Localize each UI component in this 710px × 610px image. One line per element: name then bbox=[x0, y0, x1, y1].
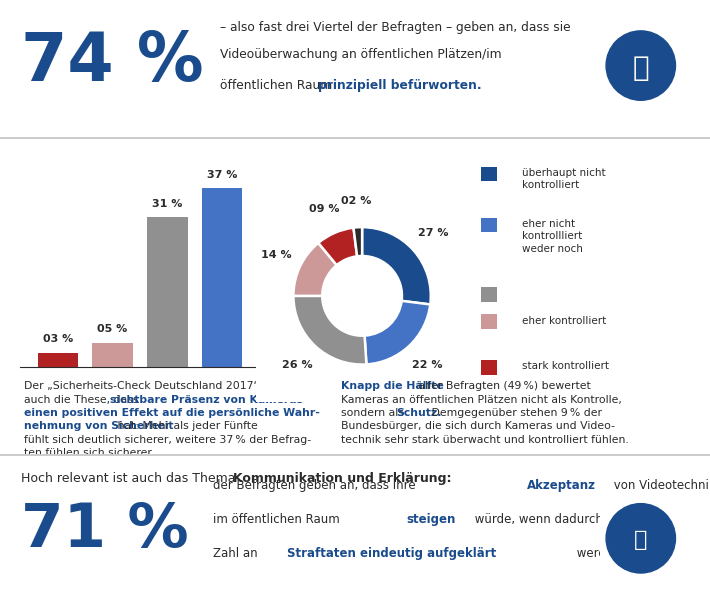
Text: prinzipiell befürworten.: prinzipiell befürworten. bbox=[318, 79, 481, 92]
Text: im öffentlichen Raum: im öffentlichen Raum bbox=[213, 513, 344, 526]
Text: ten fühlen sich sicherer.: ten fühlen sich sicherer. bbox=[24, 448, 154, 458]
Circle shape bbox=[606, 504, 675, 573]
Text: einen positiven Effekt auf die persönliche Wahr-: einen positiven Effekt auf die persönlic… bbox=[24, 408, 320, 418]
Text: 14 %: 14 % bbox=[261, 251, 292, 260]
Wedge shape bbox=[318, 228, 357, 265]
Circle shape bbox=[606, 31, 675, 100]
Text: Bundesbürger, die sich durch Kameras und Video-: Bundesbürger, die sich durch Kameras und… bbox=[341, 422, 615, 431]
Text: Knapp die Hälfte: Knapp die Hälfte bbox=[341, 381, 444, 391]
Text: Hoch relevant ist auch das Thema: Hoch relevant ist auch das Thema bbox=[21, 472, 240, 485]
Text: 02 %: 02 % bbox=[341, 196, 371, 206]
Text: fühlt sich deutlich sicherer, weitere 37 % der Befrag-: fühlt sich deutlich sicherer, weitere 37… bbox=[24, 434, 311, 445]
Text: 74 %: 74 % bbox=[21, 29, 204, 95]
Bar bbox=[481, 360, 497, 375]
Bar bbox=[481, 406, 497, 420]
Text: 05 %: 05 % bbox=[97, 325, 128, 334]
Text: 📷: 📷 bbox=[633, 54, 649, 82]
Wedge shape bbox=[354, 227, 362, 256]
Text: 🤝: 🤝 bbox=[634, 530, 648, 550]
Text: würde, wenn dadurch eine große: würde, wenn dadurch eine große bbox=[471, 513, 670, 526]
Wedge shape bbox=[293, 296, 366, 365]
Text: steigen: steigen bbox=[407, 513, 457, 526]
Text: Straftaten eindeutig aufgeklärt: Straftaten eindeutig aufgeklärt bbox=[287, 547, 496, 560]
Text: 26 %: 26 % bbox=[282, 360, 312, 370]
Bar bbox=[481, 314, 497, 329]
Text: technik sehr stark überwacht und kontrolliert fühlen.: technik sehr stark überwacht und kontrol… bbox=[341, 434, 628, 445]
Wedge shape bbox=[293, 243, 337, 296]
Text: sichtbare Präsenz von Kameras: sichtbare Präsenz von Kameras bbox=[110, 395, 303, 404]
Text: aller Befragten (49 %) bewertet: aller Befragten (49 %) bewertet bbox=[415, 381, 591, 391]
Text: auch die These, dass: auch die These, dass bbox=[24, 395, 142, 404]
Text: nehmung von Sicherheit: nehmung von Sicherheit bbox=[24, 422, 173, 431]
Text: Videoüberwachung an öffentlichen Plätzen/im: Videoüberwachung an öffentlichen Plätzen… bbox=[220, 48, 502, 62]
Text: Kommunikation und Erklärung:: Kommunikation und Erklärung: bbox=[233, 472, 452, 485]
Text: von Videotechnik: von Videotechnik bbox=[610, 479, 710, 492]
Text: Zahl an: Zahl an bbox=[213, 547, 261, 560]
Text: eher nicht
kontrollliert
weder noch: eher nicht kontrollliert weder noch bbox=[522, 219, 583, 254]
Text: überhaupt nicht
kontrolliert: überhaupt nicht kontrolliert bbox=[522, 168, 606, 190]
Text: 09 %: 09 % bbox=[309, 204, 339, 214]
Text: Der „Sicherheits-Check Deutschland 2017“ bestätigt: Der „Sicherheits-Check Deutschland 2017“… bbox=[24, 381, 311, 391]
Text: 37 %: 37 % bbox=[207, 170, 237, 180]
Text: 22 %: 22 % bbox=[412, 360, 442, 370]
Text: öffentlichen Raum: öffentlichen Raum bbox=[220, 79, 337, 92]
Bar bbox=[481, 287, 497, 302]
Text: der Befragten geben an, dass ihre: der Befragten geben an, dass ihre bbox=[213, 479, 420, 492]
Text: 27 %: 27 % bbox=[418, 228, 449, 238]
Bar bbox=[481, 218, 497, 232]
Text: Kameras an öffentlichen Plätzen nicht als Kontrolle,: Kameras an öffentlichen Plätzen nicht al… bbox=[341, 395, 622, 404]
Text: Demgegenüber stehen 9 % der: Demgegenüber stehen 9 % der bbox=[429, 408, 603, 418]
Text: stark kontrolliert: stark kontrolliert bbox=[522, 361, 609, 371]
Text: – also fast drei Viertel der Befragten – geben an, dass sie: – also fast drei Viertel der Befragten –… bbox=[220, 21, 571, 34]
Wedge shape bbox=[365, 301, 430, 364]
Bar bbox=[147, 217, 187, 367]
Text: deutlich
sicherer: deutlich sicherer bbox=[256, 404, 297, 426]
Text: 71 %: 71 % bbox=[21, 501, 189, 559]
Bar bbox=[481, 167, 497, 181]
Wedge shape bbox=[362, 227, 431, 304]
Text: keine Angabe: keine Angabe bbox=[522, 407, 594, 417]
Text: hat: Mehr als jeder Fünfte: hat: Mehr als jeder Fünfte bbox=[114, 422, 258, 431]
Text: 21 %: 21 % bbox=[261, 247, 292, 257]
Text: eher kontrolliert: eher kontrolliert bbox=[522, 315, 606, 326]
Text: 31 %: 31 % bbox=[152, 199, 182, 209]
Text: sondern als: sondern als bbox=[341, 408, 407, 418]
Bar bbox=[256, 266, 297, 367]
Text: Schutz.: Schutz. bbox=[396, 408, 442, 418]
Text: 03 %: 03 % bbox=[43, 334, 73, 344]
Text: deutlich
unsicherer: deutlich unsicherer bbox=[31, 404, 86, 426]
Bar bbox=[38, 353, 78, 367]
Text: werden können.: werden können. bbox=[573, 547, 672, 560]
Bar bbox=[202, 188, 242, 367]
Text: Akzeptanz: Akzeptanz bbox=[527, 479, 596, 492]
Bar bbox=[92, 343, 133, 367]
